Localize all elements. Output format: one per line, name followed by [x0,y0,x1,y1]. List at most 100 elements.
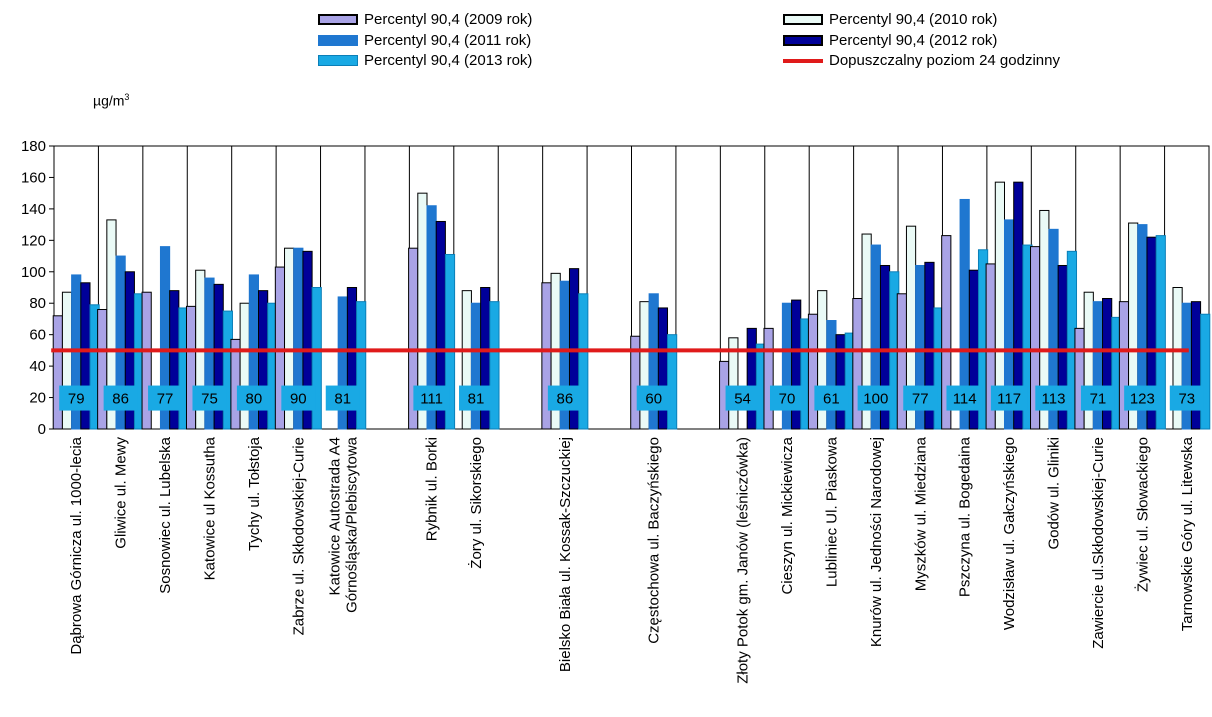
bar-2009 [1074,327,1085,430]
data-label: 81 [334,391,351,408]
legend-label-2012: Percentyl 90,4 (2012 rok) [829,31,998,49]
legend-item-2010: Percentyl 90,4 (2010 rok) [783,10,997,28]
bar-2009 [52,315,63,430]
data-label-box [1035,385,1072,411]
y-tick-label: 60 [29,327,46,344]
bar-2012 [657,307,669,430]
data-label-box [636,385,671,411]
data-label: 73 [1178,391,1195,408]
y-tick-label: 40 [29,358,46,375]
bar-2010 [728,337,739,430]
data-label: 81 [468,391,485,408]
data-label: 80 [246,391,263,408]
bar-2013 [311,287,322,430]
data-label: 70 [779,391,796,408]
data-label: 60 [645,391,662,408]
data-label-box [903,385,938,411]
data-label: 75 [201,391,218,408]
x-category-label: Rybnik ul. Borki [424,437,441,541]
x-category-label: Gliwice ul. Mewy [113,437,130,549]
data-label-box [1124,385,1161,411]
legend: Percentyl 90,4 (2009 rok) Percentyl 90,4… [0,0,1212,80]
legend-swatch-2012 [783,34,823,46]
legend-label-2011: Percentyl 90,4 (2011 rok) [364,31,532,49]
data-label-box [103,385,138,411]
bar-2013 [489,301,500,430]
bar-2013 [444,253,456,430]
x-category-label: Dąbrowa Górnicza ul. 1000-lecia [68,436,85,654]
bar-2013 [356,301,367,430]
x-category-label: Katowice ul Kossutha [201,436,218,580]
y-tick-label: 80 [29,295,46,312]
data-label-box [413,385,450,411]
bar-2013 [1200,313,1211,430]
data-label: 114 [953,391,977,408]
data-label-box [236,385,271,411]
data-label: 111 [420,391,443,408]
data-label-box [769,385,804,411]
data-label-box [148,385,183,411]
legend-label-2009: Percentyl 90,4 (2009 rok) [364,10,533,28]
legend-item-2012: Percentyl 90,4 (2012 rok) [783,31,997,49]
legend-swatch-2009 [318,13,358,25]
data-label: 86 [557,391,574,408]
legend-item-limit: Dopuszczalny poziom 24 godzinny [783,51,1060,69]
x-category-label: Knurów ul. Jedności Narodowej [868,437,885,647]
y-axis-unit: µg/m3 [93,92,129,109]
y-tick-label: 20 [29,390,46,407]
x-category-label: Żywiec ul. Słowackiego [1133,437,1151,592]
x-category-label: Żory ul. Sikorskiego [467,437,485,569]
data-label-box [59,385,94,411]
data-label-box [814,385,849,411]
data-label-box [547,385,582,411]
data-label: 54 [734,391,751,408]
bar-2011 [826,320,837,430]
y-tick-label: 180 [21,138,46,155]
x-category-label: Złoty Potok gm. Janów (leśniczówka) [735,437,752,684]
legend-swatch-2010 [783,13,823,25]
data-label-box [946,385,983,411]
bar-2012 [746,327,757,430]
x-category-label: Zabrze ul. Skłodowskiej-Curie [290,437,307,635]
bar-2009 [141,291,152,430]
data-label-box [857,385,895,411]
bar-2009 [185,305,197,430]
data-label: 71 [1090,391,1107,408]
legend-label-2010: Percentyl 90,4 (2010 rok) [829,10,998,28]
data-label-box [325,385,360,411]
data-label-box [1169,385,1204,411]
legend-label-limit: Dopuszczalny poziom 24 godzinny [829,51,1060,69]
data-label-box [459,385,494,411]
data-label: 77 [912,391,929,408]
data-label-box [281,385,316,411]
y-tick-label: 140 [21,201,46,218]
x-category-label: Bielsko Biała ul. Kossak-Szczuckiej [557,437,574,672]
bar-2013 [1155,235,1166,430]
x-category-label: Sosnowiec ul. Lubelska [157,436,174,593]
data-label-box [192,385,227,411]
legend-item-2009: Percentyl 90,4 (2009 rok) [318,10,532,28]
data-label-box [725,385,760,411]
legend-swatch-2011 [318,34,358,46]
bar-2009 [763,327,774,430]
bar-2009 [941,235,952,430]
bar-2009 [97,309,108,430]
x-category-label: Wodzisław ul. Gałczyńskiego [1001,437,1018,630]
x-category-label: Pszczyna ul. Bogedaina [957,436,974,597]
legend-label-2013: Percentyl 90,4 (2013 rok) [364,51,533,69]
x-category-label: Lubliniec Ul. Piaskowa [823,436,840,587]
legend-item-2011: Percentyl 90,4 (2011 rok) [318,31,531,49]
x-category-label: Myszków ul. Miedziana [912,436,929,591]
data-label: 113 [1042,391,1066,408]
x-category-label: Górnośląska/Plebiscytowa [343,436,360,613]
legend-swatch-limit [783,59,823,63]
x-category-label: Tarnowskie Góry ul. Litewska [1179,436,1196,631]
bar-2013 [578,293,589,430]
y-axis-unit-base: µg/m [93,92,125,109]
bar-2009 [230,338,241,430]
data-label: 61 [823,391,840,408]
y-tick-label: 100 [21,264,46,281]
x-category-label: Katowice Autostrada A4 [326,437,343,595]
y-tick-label: 0 [38,421,46,438]
data-label: 79 [68,391,85,408]
